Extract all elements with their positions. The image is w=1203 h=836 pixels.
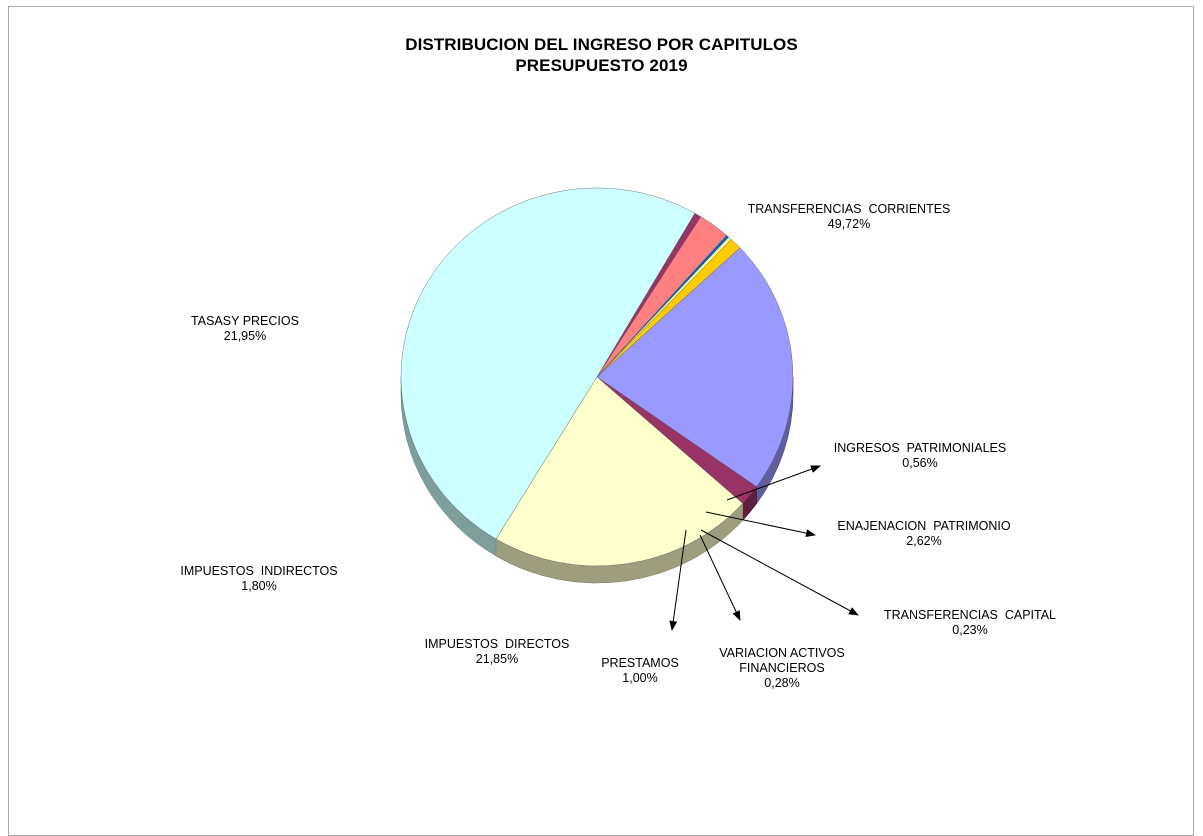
leader-lines: [669, 465, 859, 631]
slice-label-prestamos: PRESTAMOS: [601, 656, 679, 670]
value-label-prestamos: 1,00%: [622, 671, 657, 685]
value-label-impuestos-indirectos: 1,80%: [241, 579, 276, 593]
slice-label-transferencias-capital: TRANSFERENCIAS CAPITAL: [884, 608, 1056, 622]
leader-line-transferencias-capital: [700, 529, 859, 616]
value-label-impuestos-directos: 21,85%: [476, 652, 518, 666]
leader-line-variacion-activos-financieros: [699, 534, 741, 621]
value-label-transferencias-capital: 0,23%: [952, 623, 987, 637]
leader-line-ingresos-patrimoniales: [726, 465, 821, 501]
pie-slices: [400, 187, 794, 567]
value-label-transferencias-corrientes: 49,72%: [828, 217, 870, 231]
slice-label-tasas-y-precios: TASASY PRECIOS: [191, 314, 299, 328]
value-label-variacion-activos-financieros: 0,28%: [764, 676, 799, 690]
slice-label-ingresos-patrimoniales: INGRESOS PATRIMONIALES: [834, 441, 1007, 455]
slice-tasas-y-precios: [495, 376, 743, 567]
slice-impuestos-directos: [596, 247, 794, 488]
leader-line-enajenacion-patrimonio: [705, 511, 816, 538]
slice-label-variacion-activos-financieros: FINANCIEROS: [739, 661, 824, 675]
value-label-tasas-y-precios: 21,95%: [224, 329, 266, 343]
slice-label-enajenacion-patrimonio: ENAJENACION PATRIMONIO: [837, 519, 1010, 533]
chart-title: DISTRIBUCION DEL INGRESO POR CAPITULOS: [405, 35, 798, 54]
slice-label-impuestos-indirectos: IMPUESTOS INDIRECTOS: [180, 564, 337, 578]
value-label-enajenacion-patrimonio: 2,62%: [906, 534, 941, 548]
value-label-ingresos-patrimoniales: 0,56%: [902, 456, 937, 470]
chart-subtitle: PRESUPUESTO 2019: [515, 56, 688, 75]
slice-label-impuestos-directos: IMPUESTOS DIRECTOS: [425, 637, 570, 651]
leader-line-prestamos: [669, 529, 687, 631]
slice-label-transferencias-corrientes: TRANSFERENCIAS CORRIENTES: [748, 202, 951, 216]
slice-label-variacion-activos-financieros: VARIACION ACTIVOS: [719, 646, 845, 660]
slice-transferencias-corrientes: [400, 187, 696, 540]
